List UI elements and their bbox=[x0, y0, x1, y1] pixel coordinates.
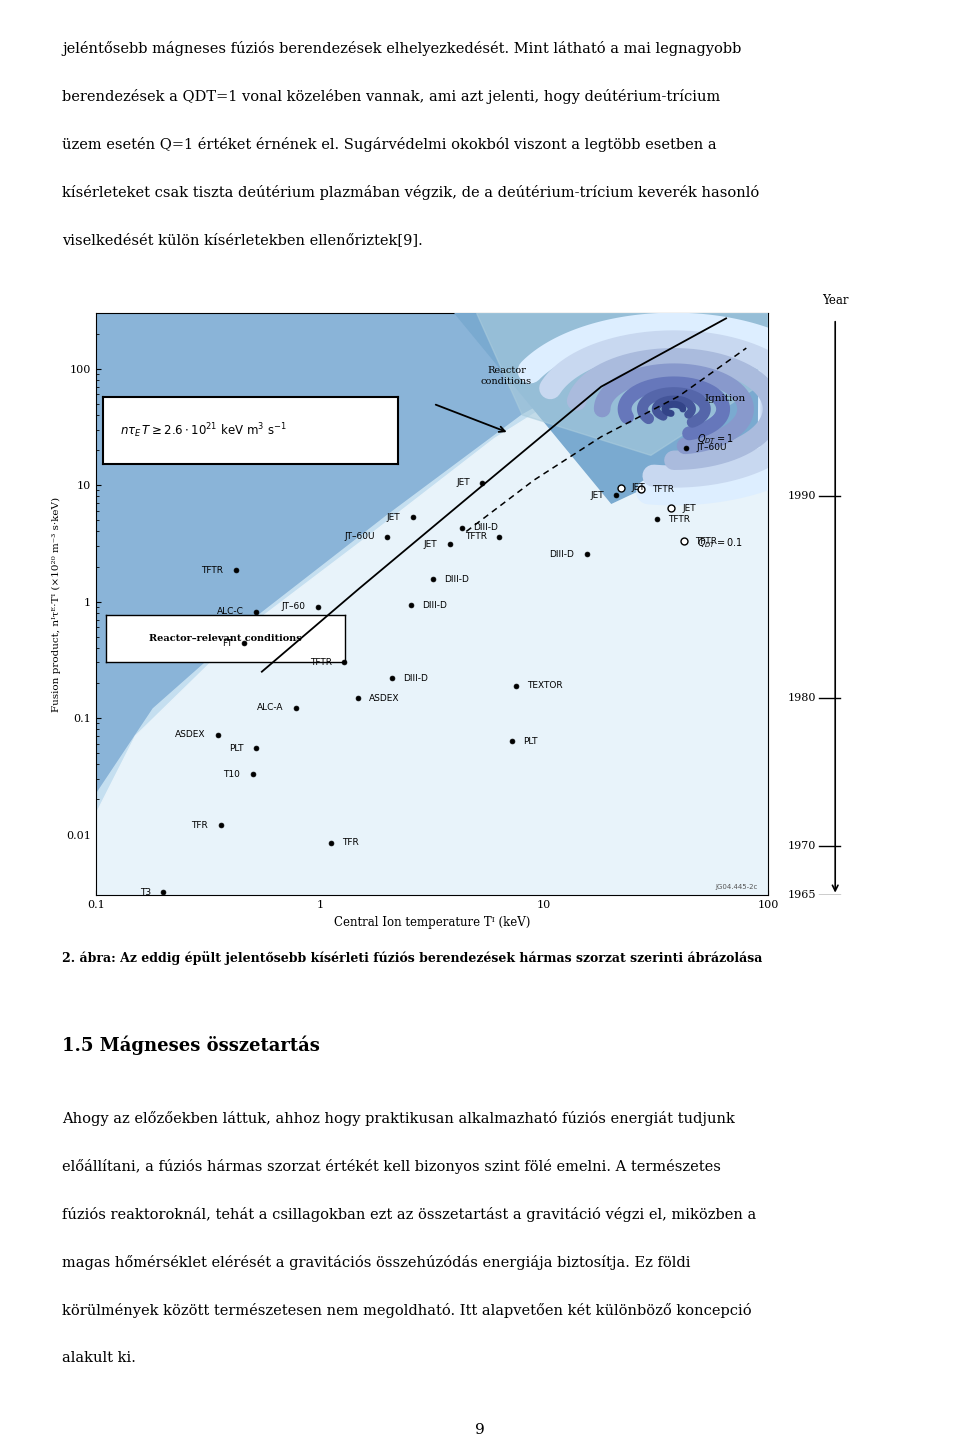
Text: TEXTOR: TEXTOR bbox=[527, 681, 563, 690]
Text: $Q_{DT}=1$: $Q_{DT}=1$ bbox=[697, 432, 733, 446]
Text: ASDEX: ASDEX bbox=[370, 693, 399, 703]
Text: FT: FT bbox=[222, 639, 232, 648]
Text: JET: JET bbox=[683, 504, 696, 513]
Text: DIII-D: DIII-D bbox=[422, 601, 447, 610]
Text: berendezések a QDT=1 vonal közelében vannak, ami azt jelenti, hogy deútérium-trí: berendezések a QDT=1 vonal közelében van… bbox=[62, 89, 721, 103]
Text: T10: T10 bbox=[224, 770, 240, 779]
Text: 1990: 1990 bbox=[787, 491, 816, 501]
Text: előállítani, a fúziós hármas szorzat értékét kell bizonyos szint fölé emelni. A : előállítani, a fúziós hármas szorzat ért… bbox=[62, 1159, 721, 1174]
Text: 1.5 Mágneses összetartás: 1.5 Mágneses összetartás bbox=[62, 1035, 321, 1054]
Text: TFTR: TFTR bbox=[695, 537, 716, 546]
Text: Ignition: Ignition bbox=[705, 395, 746, 403]
Text: JET: JET bbox=[423, 540, 438, 549]
Text: Year: Year bbox=[822, 294, 849, 307]
Text: ALC-C: ALC-C bbox=[217, 607, 244, 616]
Text: 2. ábra: Az eddig épült jelentősebb kísérleti fúziós berendezések hármas szorzat: 2. ábra: Az eddig épült jelentősebb kísé… bbox=[62, 951, 763, 965]
Text: üzem esetén Q=1 értéket érnének el. Sugárvédelmi okokból viszont a legtöbb esetb: üzem esetén Q=1 értéket érnének el. Sugá… bbox=[62, 137, 717, 151]
Polygon shape bbox=[476, 313, 768, 456]
Text: JG04.445-2c: JG04.445-2c bbox=[715, 884, 757, 890]
Text: PLT: PLT bbox=[229, 744, 244, 753]
Text: jeléntősebb mágneses fúziós berendezések elhelyezkedését. Mint látható a mai leg: jeléntősebb mágneses fúziós berendezések… bbox=[62, 41, 742, 55]
Text: 1970: 1970 bbox=[787, 840, 816, 850]
Polygon shape bbox=[96, 313, 768, 895]
Text: 1965: 1965 bbox=[787, 891, 816, 900]
Polygon shape bbox=[455, 313, 768, 504]
Text: 1980: 1980 bbox=[787, 693, 816, 703]
Text: ASDEX: ASDEX bbox=[175, 729, 205, 740]
Text: ALC-A: ALC-A bbox=[257, 703, 283, 712]
Text: DIII-D: DIII-D bbox=[473, 523, 498, 533]
Text: körülmények között természetesen nem megoldható. Itt alapvetően két különböző ko: körülmények között természetesen nem meg… bbox=[62, 1303, 752, 1318]
Text: TFR: TFR bbox=[342, 839, 359, 847]
Text: alakult ki.: alakult ki. bbox=[62, 1351, 136, 1366]
Text: JT–60U: JT–60U bbox=[345, 533, 375, 542]
Text: DIII-D: DIII-D bbox=[403, 674, 428, 683]
Text: TFTR: TFTR bbox=[652, 485, 674, 494]
Text: DIII-D: DIII-D bbox=[549, 550, 574, 559]
Text: $Q_{DT}=0.1$: $Q_{DT}=0.1$ bbox=[697, 536, 742, 549]
Text: T3: T3 bbox=[140, 888, 151, 897]
Text: JET: JET bbox=[632, 483, 645, 492]
X-axis label: Central Ion temperature Tᴵ (keV): Central Ion temperature Tᴵ (keV) bbox=[334, 916, 530, 929]
Text: TFTR: TFTR bbox=[202, 566, 223, 575]
Text: JET: JET bbox=[456, 478, 469, 488]
Text: TFTR: TFTR bbox=[465, 533, 487, 542]
Text: Ahogy az előzőekben láttuk, ahhoz hogy praktikusan alkalmazható fúziós energiát : Ahogy az előzőekben láttuk, ahhoz hogy p… bbox=[62, 1111, 735, 1125]
Text: PLT: PLT bbox=[523, 737, 538, 745]
Polygon shape bbox=[96, 313, 768, 895]
Text: fúziós reaktoroknál, tehát a csillagokban ezt az összetartást a gravitáció végzi: fúziós reaktoroknál, tehát a csillagokba… bbox=[62, 1207, 756, 1222]
Text: JET: JET bbox=[387, 513, 400, 521]
Text: TFTR: TFTR bbox=[668, 514, 690, 524]
Text: TFTR: TFTR bbox=[309, 658, 331, 667]
Text: TFR: TFR bbox=[191, 821, 208, 830]
Text: JT–60U: JT–60U bbox=[697, 443, 728, 451]
Text: viselkedését külön kísérletekben ellenőriztek[9].: viselkedését külön kísérletekben ellenőr… bbox=[62, 233, 423, 248]
Text: JET: JET bbox=[590, 491, 604, 499]
Y-axis label: Fusion product, nᴵτᴱ·Tᴵ (×10²⁰ m⁻³ s·keV): Fusion product, nᴵτᴱ·Tᴵ (×10²⁰ m⁻³ s·keV… bbox=[52, 496, 60, 712]
Text: DIII-D: DIII-D bbox=[444, 575, 469, 584]
Text: kísérleteket csak tiszta deútérium plazmában végzik, de a deútérium-trícium keve: kísérleteket csak tiszta deútérium plazm… bbox=[62, 185, 759, 199]
Text: JT–60: JT–60 bbox=[281, 603, 305, 612]
Text: 9: 9 bbox=[475, 1423, 485, 1437]
Text: magas hőmérséklet elérését a gravitációs összehúzódás energiája biztosítja. Ez f: magas hőmérséklet elérését a gravitációs… bbox=[62, 1255, 691, 1270]
Text: Reactor
conditions: Reactor conditions bbox=[481, 365, 532, 386]
